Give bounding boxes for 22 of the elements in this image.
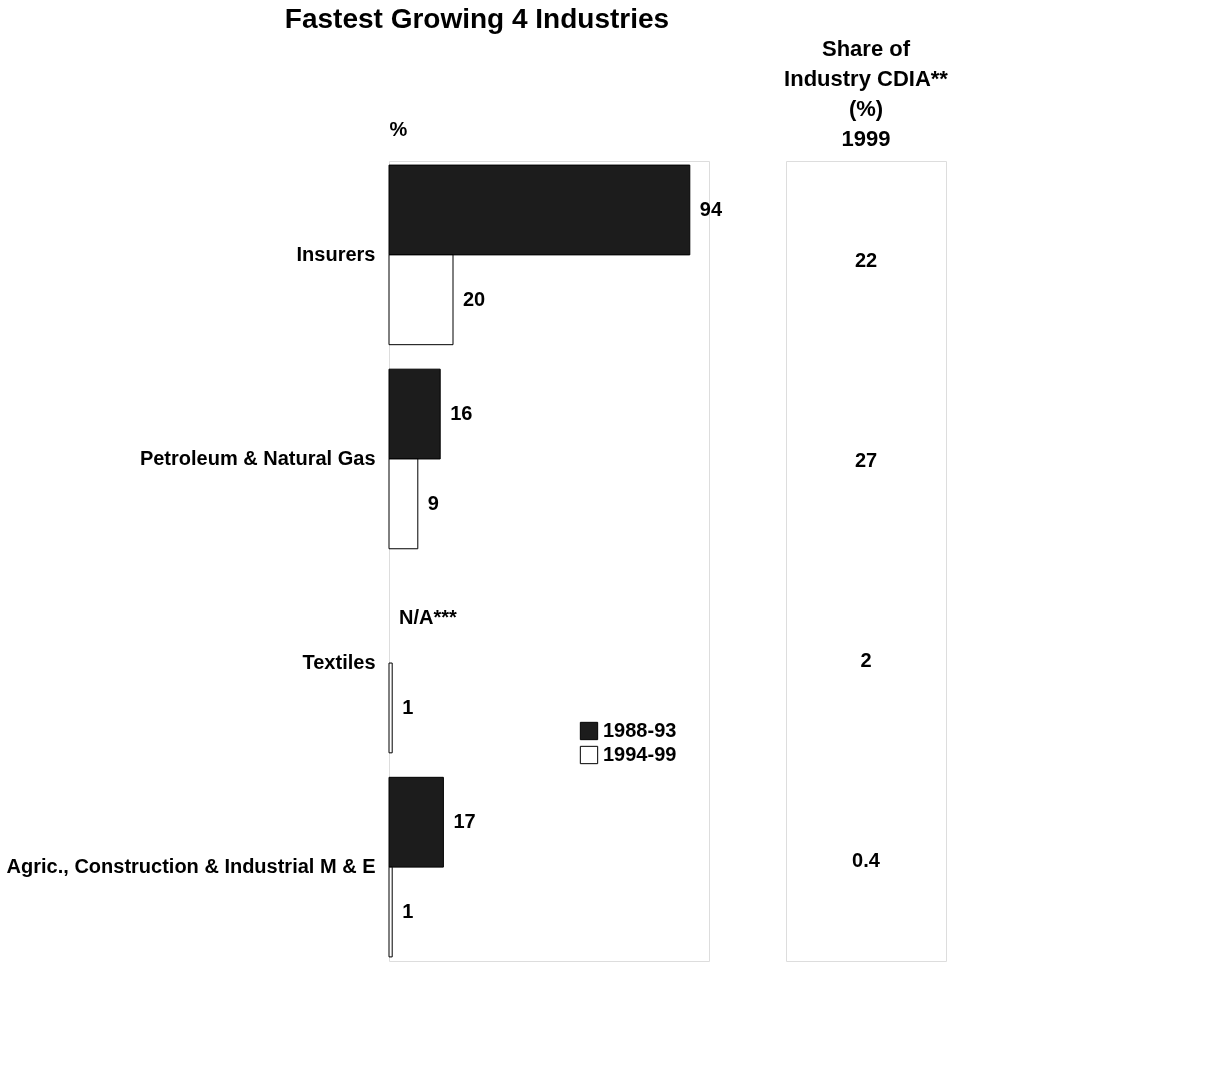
y-tick-label: Textiles — [302, 651, 376, 674]
text: 2 — [860, 649, 872, 671]
data-label: 20 — [463, 287, 486, 310]
data-label: 16 — [450, 402, 473, 425]
chart-title: Fastest Growing 4 Industries — [284, 2, 670, 34]
data-label: 1 — [402, 695, 414, 718]
data-label: 1 — [402, 900, 414, 923]
text: N/A*** — [399, 606, 457, 629]
y-tick-label: Agric., Construction & Industrial M & E — [6, 855, 376, 878]
text: 0.4 — [852, 849, 881, 871]
y-tick-label: Insurers — [296, 242, 376, 265]
data-label: 9 — [427, 491, 439, 514]
data-label: 17 — [453, 810, 476, 833]
x-axis-title: % — [389, 117, 408, 140]
data-label: 94 — [699, 197, 723, 220]
legend-label: 1994-99 — [603, 743, 677, 765]
y-tick-label: Petroleum & Natural Gas — [139, 446, 376, 469]
bar — [388, 662, 393, 754]
text: 27 — [854, 449, 878, 471]
text: 22 — [854, 249, 878, 271]
legend-label: 1988-93 — [603, 719, 677, 741]
text: Share of Industry CDIA** (%) 1999 — [784, 36, 949, 151]
